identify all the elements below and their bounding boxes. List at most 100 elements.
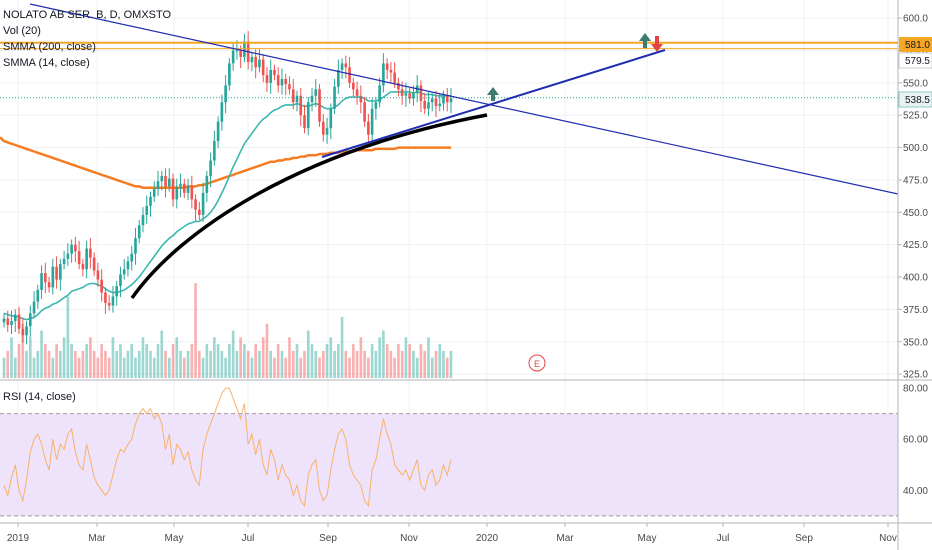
candle [340,58,344,79]
time-axis[interactable]: 2019 Mar May Jul Sep Nov 2020 Mar May Jul Sep Nov [7,523,897,544]
candle [355,81,359,105]
support-curve[interactable] [130,113,488,300]
rsi-line [3,387,452,508]
candle [51,258,55,295]
volume-bar [239,337,242,378]
candle [348,56,351,89]
candle [397,77,400,97]
candle [318,84,321,127]
volume-bar [205,344,209,378]
candle [85,240,88,279]
candle [47,277,51,293]
candle [423,93,427,114]
volume-bar [385,344,389,378]
candle [299,88,303,127]
volume-bar [74,350,77,378]
candle [378,77,381,108]
candle [295,90,299,112]
candle [89,238,92,269]
volume-bar [32,357,36,378]
price-axis[interactable]: 600.0575.0550.0525.0500.0475.0450.0425.0… [898,14,928,381]
volume-bar [280,350,284,378]
candle [17,306,21,334]
time-tick-label: Jul [242,533,255,544]
down-arrow-icon[interactable] [651,36,663,52]
legend-volume: Vol (20) [3,25,41,37]
rsi-overbought-oversold-band [0,413,898,516]
volume-bar [149,350,152,378]
price-tick-label: 600.0 [903,14,928,25]
candle [363,97,366,127]
candle [269,59,273,94]
candle [186,178,190,201]
candle [137,220,141,244]
candle [122,258,126,280]
volume-bar [59,350,62,378]
candle [209,152,212,188]
candle [273,64,276,81]
volume-bar [397,344,400,378]
smma-14-line [3,91,451,321]
candle [265,67,269,92]
candle [59,258,62,291]
candle [100,269,103,302]
rsi-tick-label: 60.00 [903,435,928,446]
candle [104,287,107,314]
candle [258,49,261,73]
volume-bar [13,357,17,378]
candle [107,295,111,311]
candle [160,170,164,191]
candle [25,321,28,345]
candle [303,104,306,134]
candle [190,176,194,209]
volume-bar [182,357,186,378]
volume-bar [333,350,336,378]
volume-bar [2,357,6,378]
volume-bar [96,357,100,378]
volume-bar [179,350,182,378]
candle [81,258,85,277]
candle [412,85,415,106]
resistance-price-tag: 581.0 [899,37,932,52]
volume-bar [250,357,254,378]
candle [344,55,348,79]
earnings-event-marker[interactable]: E [528,354,546,372]
svg-text:579.5: 579.5 [905,56,930,67]
volume-bar [258,350,261,378]
volume-bar [209,350,212,378]
candle [92,252,96,276]
volume-bar [51,357,55,378]
up-arrow-icon[interactable] [487,87,499,101]
volume-bar [134,357,137,378]
symbol-title: NOLATO AB SER. B, D, OMXSTO [3,9,172,21]
rsi-tick-label: 40.00 [903,486,928,497]
candle [389,62,393,84]
volume-bar [355,350,359,378]
volume-bar [66,296,70,378]
volume-bar [167,357,171,378]
rsi-axis[interactable]: 80.00 60.00 40.00 [903,384,928,497]
volume-bar [284,357,288,378]
candle [21,318,25,343]
volume-bar [314,350,318,378]
volume-bar [400,350,404,378]
volume-bar [442,350,445,378]
ascending-trendline[interactable] [321,49,666,158]
volume-bar [17,344,21,378]
volume-bar [152,357,156,378]
volume-bar [92,350,96,378]
candle [70,239,73,263]
volume-bar [160,330,164,378]
volume-bar [156,344,160,378]
descending-trendline[interactable] [29,3,898,195]
candle [198,201,201,221]
candle [156,170,160,197]
legend-rsi: RSI (14, close) [3,391,76,403]
up-arrow-icon[interactable] [639,33,651,48]
time-tick-label: Sep [795,533,813,544]
volume-bar [336,344,340,378]
volume-bar [321,350,325,378]
volume-bar [378,337,381,378]
time-tick-label: Jul [717,533,730,544]
